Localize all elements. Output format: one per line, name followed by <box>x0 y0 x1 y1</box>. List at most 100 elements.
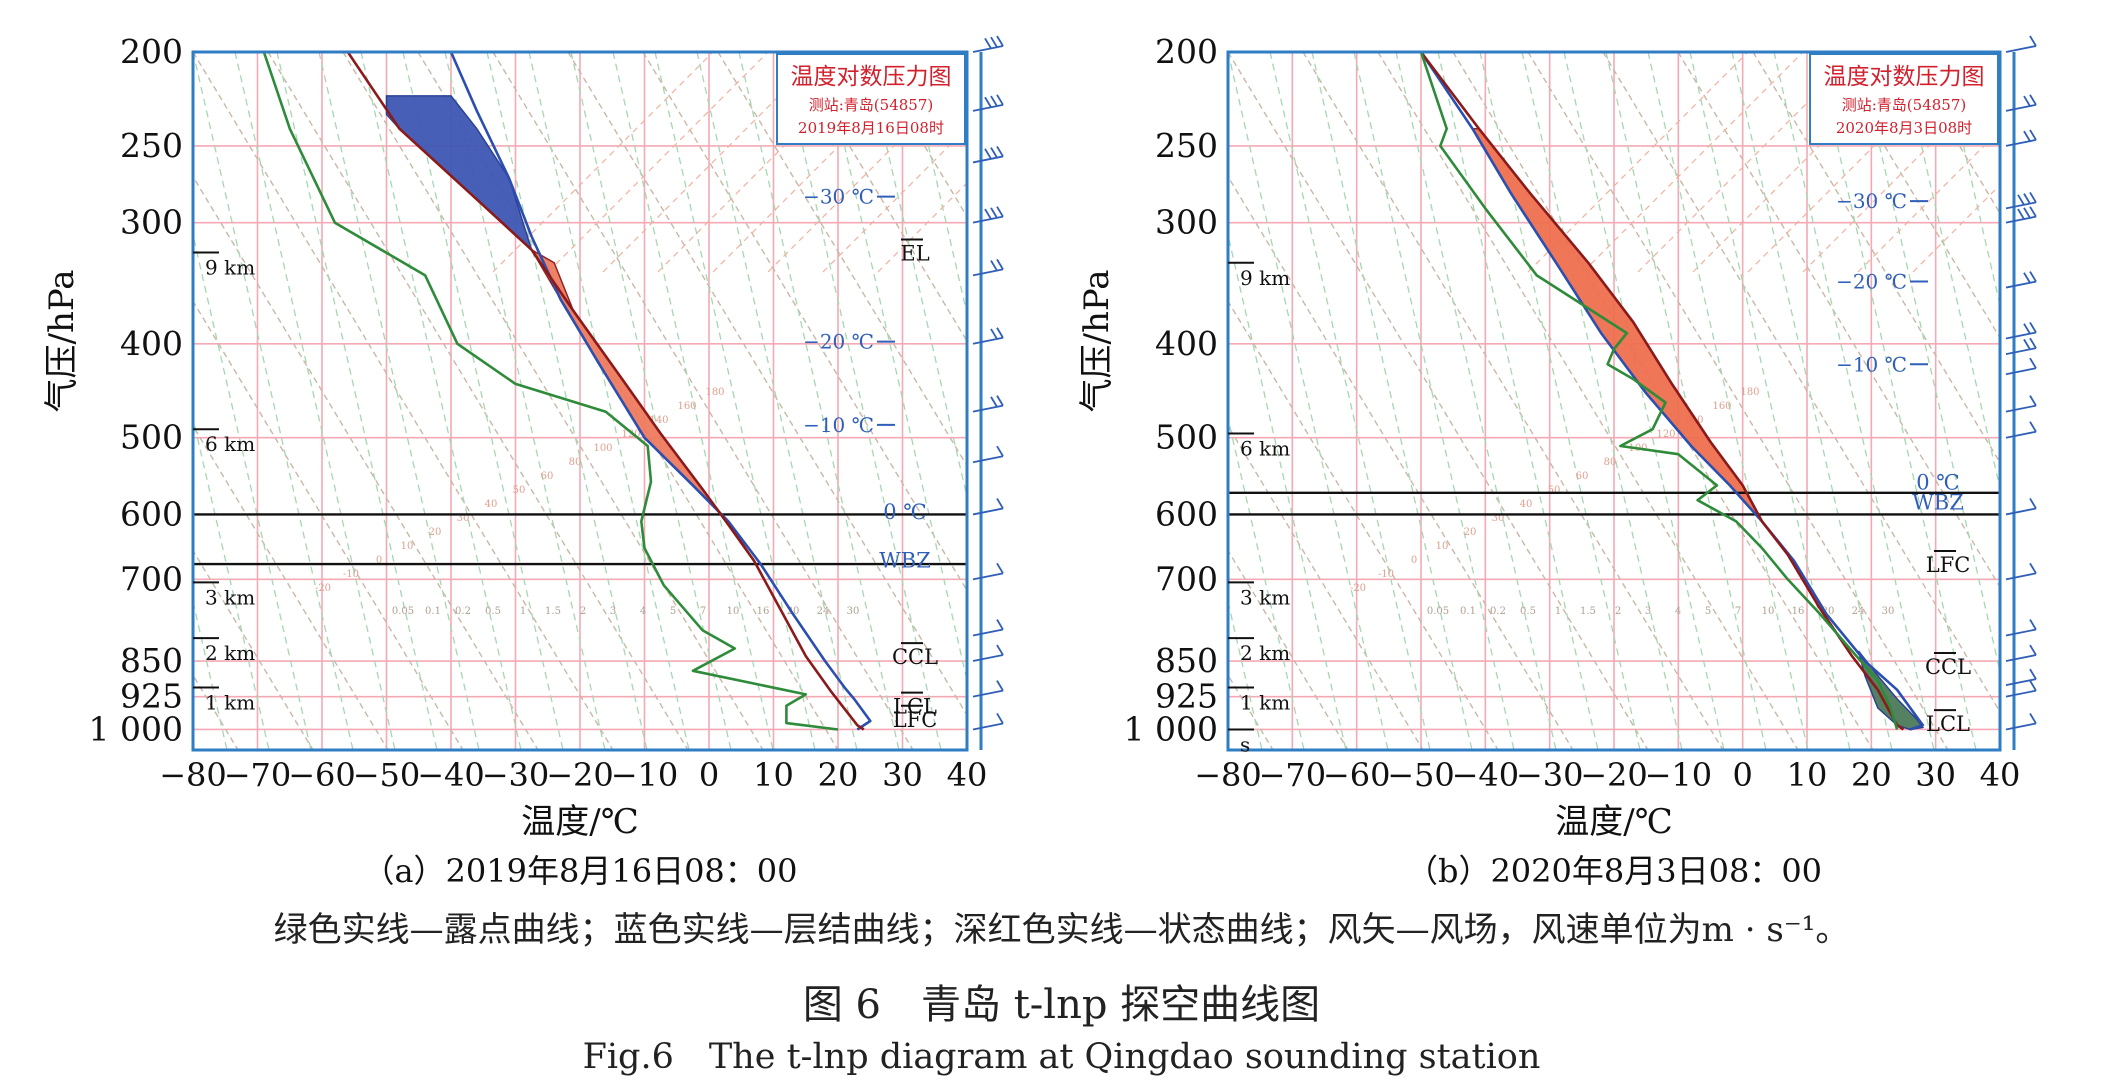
dry-adiabat-label: 20 <box>429 527 442 538</box>
x-tick-label: −60 <box>288 756 356 794</box>
wind-barb-shaft <box>972 45 1004 53</box>
x-tick-label: −70 <box>1259 756 1327 794</box>
moist-adiabat-line <box>528 52 690 750</box>
x-tick-label: 20 <box>818 756 859 794</box>
wind-barb-feather <box>2023 95 2031 107</box>
mixing-ratio-label: 24 <box>1852 606 1865 617</box>
inset-station: 测站:青岛(54857) <box>809 96 933 114</box>
wind-barb-feather <box>996 497 1004 509</box>
wind-barb-feather <box>990 328 998 340</box>
wind-barb-shaft <box>2005 722 2037 731</box>
wind-barb-feather <box>2029 35 2037 47</box>
wind-barb-feather <box>990 36 998 48</box>
y-tick-label: 300 <box>1155 203 1218 242</box>
dry-adiabat-line <box>1377 52 1799 750</box>
wind-barb <box>972 94 1004 112</box>
wind-barb <box>2005 421 2037 439</box>
wind-barb-feather <box>996 562 1004 574</box>
plot-frame <box>1226 50 2002 752</box>
moist-adiabat-line <box>1857 52 2000 675</box>
wind-barb-feather <box>990 207 998 219</box>
dry-adiabat-line <box>792 52 967 343</box>
y-axis-label: 气压/hPa <box>1077 270 1117 413</box>
mixing-ratio-label: 4 <box>640 606 646 617</box>
dry-adiabat-label: 160 <box>677 401 696 412</box>
moist-adiabat-line <box>1563 52 1725 750</box>
wind-barb-shaft <box>2005 215 2037 224</box>
wind-barb-shaft <box>2005 331 2037 340</box>
dry-adiabat-label: 160 <box>1712 401 1731 412</box>
mixing-ratio-label: 7 <box>1735 606 1741 617</box>
wind-barb <box>2005 35 2037 53</box>
mixing-ratio-label: 4 <box>1675 606 1681 617</box>
x-tick-label: −10 <box>611 756 679 794</box>
dry-adiabat-label: 140 <box>649 415 668 426</box>
wind-barb-feather <box>2029 395 2037 407</box>
series-line <box>1419 52 1905 731</box>
wind-barb-feather <box>996 680 1004 692</box>
series-line <box>1419 52 1925 731</box>
dry-adiabat-line <box>1752 52 2000 464</box>
wind-barb-feather <box>2029 129 2037 141</box>
mixing-ratio-label: 1.5 <box>545 606 561 617</box>
moist-adiabat-line <box>1437 52 1599 750</box>
x-tick-label: −60 <box>1323 756 1391 794</box>
wind-barb-feather <box>996 395 1004 407</box>
wind-barb-shaft <box>2005 404 2037 413</box>
wind-barb-feather <box>2029 644 2037 656</box>
wind-barb-feather <box>990 95 998 107</box>
chart-panel-b: 0.05 0.1 0.2 0.5 1 1.5 2 3 4 5 7 10 16 20 24 30-20-1001… <box>1077 32 2037 890</box>
mixing-ratio-label: 30 <box>1882 606 1895 617</box>
dry-adiabat-label: 0 <box>1411 555 1417 566</box>
dry-adiabat-label: 60 <box>1576 471 1589 482</box>
cape-area <box>1471 127 1763 522</box>
mixing-ratio-label: 0.05 <box>392 606 414 617</box>
mixing-ratio-label: 3 <box>610 606 616 617</box>
isotherm-label: −20 ℃ <box>1836 270 1907 294</box>
mixing-ratio-label: 0.05 <box>1427 606 1449 617</box>
wind-barb <box>972 395 1004 413</box>
wind-barb-feather <box>996 619 1004 630</box>
chart-panel-a: 0.05 0.1 0.2 0.5 1 1.5 2 3 4 5 7 10 16 20 24 30-20-1001… <box>42 32 1663 890</box>
dry-adiabat-label: -10 <box>343 569 359 580</box>
moist-adiabat-line <box>738 52 900 750</box>
wind-barb <box>972 145 1004 164</box>
wind-barb-shaft <box>2005 201 2037 210</box>
wind-barb <box>972 562 1004 581</box>
mixing-ratio-label: 10 <box>1762 606 1775 617</box>
mixing-ratio-label: 16 <box>1792 606 1805 617</box>
wind-barb-feather <box>984 96 992 108</box>
dry-adiabat-line <box>1168 52 1588 750</box>
inset-title: 温度对数压力图 <box>791 64 952 90</box>
wind-barb-feather <box>990 396 998 408</box>
level-label: 0 ℃ <box>883 500 927 524</box>
level-label: WBZ <box>1912 491 1964 515</box>
dry-adiabat-line <box>1243 52 1663 750</box>
wind-barb <box>2005 668 2037 686</box>
wind-barb <box>972 327 1004 345</box>
y-tick-label: 300 <box>120 203 183 242</box>
x-tick-label: −20 <box>546 756 614 794</box>
wind-barb-feather <box>2029 421 2037 433</box>
mixing-ratio-label: 3 <box>1645 606 1651 617</box>
level-label: WBZ <box>879 549 931 573</box>
figure-title-en: Fig.6 The t-lnp diagram at Qingdao sound… <box>582 1037 1541 1077</box>
height-mark-label: 1 km <box>1240 690 1290 714</box>
wind-barb <box>2005 94 2037 112</box>
wind-barb-shaft <box>2005 654 2037 662</box>
mixing-ratio-label: 1 <box>520 606 526 617</box>
wind-barb-feather <box>2017 208 2025 220</box>
y-tick-label: 1 000 <box>89 709 183 748</box>
cin-area <box>385 95 534 253</box>
mixing-ratio-label: 2 <box>580 606 586 617</box>
wind-barb-feather <box>2029 337 2037 349</box>
wind-barb <box>2005 644 2037 662</box>
isotherm-label: −10 ℃ <box>1836 352 1907 376</box>
height-mark-label: 2 km <box>205 641 255 665</box>
mixing-ratio-label: 30 <box>847 606 860 617</box>
inset-title-box <box>776 53 966 145</box>
wind-barb-feather <box>990 147 998 159</box>
x-tick-label: −80 <box>159 756 227 794</box>
wind-barb-feather <box>2023 207 2031 219</box>
dry-adiabat-label: 120 <box>1656 429 1675 440</box>
